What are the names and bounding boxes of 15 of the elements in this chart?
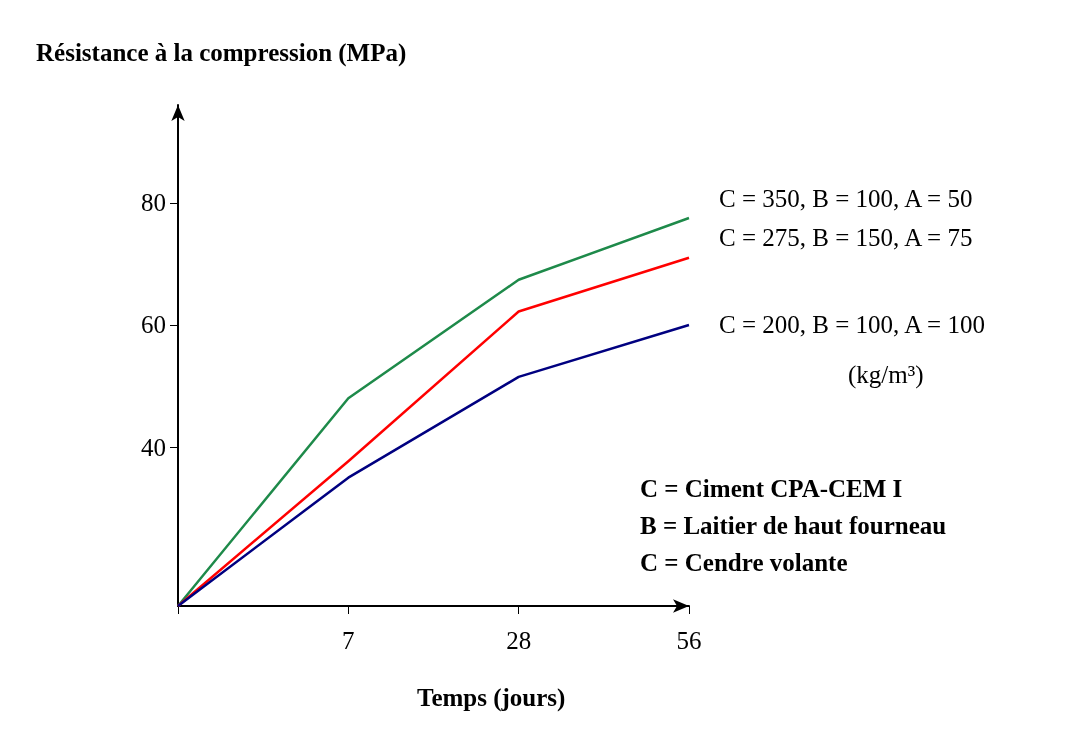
- x-tick-label: 7: [342, 627, 355, 654]
- text: (kg/m³): [848, 361, 924, 389]
- series-label: C = 200, B = 100, A = 100: [719, 311, 985, 339]
- series-label: C = 275, B = 150, A = 75: [719, 224, 973, 252]
- annotation: C = Cendre volante: [640, 549, 848, 576]
- annotation: B = Laitier de haut fourneau: [640, 512, 947, 539]
- y-axis-title: Résistance à la compression (MPa): [36, 39, 407, 67]
- y-tick-label: 40: [141, 433, 166, 461]
- annotation: C = Ciment CPA-CEM I: [640, 475, 903, 502]
- x-tick-label: 28: [506, 627, 532, 654]
- series-label: C = 350, B = 100, A = 50: [719, 184, 973, 212]
- y-tick-label: 60: [141, 311, 166, 339]
- x-tick-label: 56: [676, 627, 702, 654]
- x-axis-title: Temps (jours): [417, 684, 566, 712]
- y-tick-label: 80: [141, 189, 166, 217]
